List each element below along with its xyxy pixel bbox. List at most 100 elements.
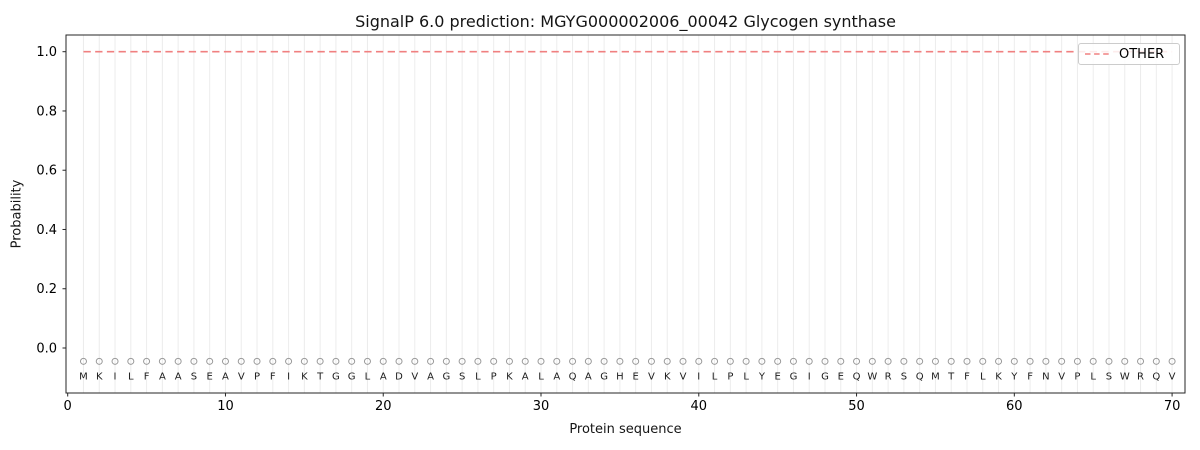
residue-marker [726,357,734,365]
residue-marker [947,357,955,365]
sequence-letter: G [348,372,356,383]
residue-marker [663,357,671,365]
sequence-letter: E [838,372,844,383]
sequence-letter: F [964,372,970,383]
residue-marker [711,357,719,365]
residue-marker [789,357,797,365]
residue-marker [931,357,939,365]
residue-marker [853,357,861,365]
sequence-letter: A [585,372,592,383]
sequence-letter: E [207,372,213,383]
x-tick-label: 0 [64,399,72,414]
x-tick-label: 70 [1164,399,1181,414]
residue-marker [95,357,103,365]
sequence-letter: G [821,372,829,383]
x-tick-label: 30 [533,399,550,414]
residue-marker [584,357,592,365]
residue-marker [632,357,640,365]
residue-marker [490,357,498,365]
y-tick-label: 1.0 [36,45,57,60]
residue-marker [916,357,924,365]
residue-marker [111,357,119,365]
residue-marker [868,357,876,365]
residue-marker [1058,357,1066,365]
residue-marker [363,357,371,365]
residue-marker [206,357,214,365]
x-tick-label: 50 [848,399,865,414]
residue-marker [1010,357,1018,365]
sequence-letter: I [287,372,290,383]
sequence-letter: Q [569,372,577,383]
sequence-letter: E [633,372,639,383]
sequence-letter: M [931,372,940,383]
residue-marker [269,357,277,365]
sequence-letter: F [144,372,150,383]
sequence-letter: V [411,372,418,383]
sequence-letter: P [1074,372,1080,383]
residue-marker [647,357,655,365]
sequence-letter: A [175,372,182,383]
sequence-letter: G [442,372,450,383]
residue-marker [348,357,356,365]
residue-marker [300,357,308,365]
sequence-letter: I [808,372,811,383]
residue-marker [837,357,845,365]
sequence-letter: D [395,372,403,383]
sequence-letter: A [222,372,229,383]
legend-label-other: OTHER [1119,46,1165,62]
residue-marker [237,357,245,365]
sequence-letter: S [191,372,197,383]
sequence-letter: P [254,372,260,383]
sequence-letter: A [159,372,166,383]
x-tick-label: 20 [375,399,392,414]
sequence-letter: K [506,372,513,383]
y-tick-label: 0.8 [36,104,57,119]
sequence-letter: G [790,372,798,383]
residue-marker [221,357,229,365]
residue-marker [158,357,166,365]
residue-marker [1168,357,1176,365]
sequence-letter: I [114,372,117,383]
residue-marker [1121,357,1129,365]
sequence-letter: R [1137,372,1144,383]
residue-marker [411,357,419,365]
residue-marker [442,357,450,365]
sequence-letter: P [491,372,497,383]
sequence-letter: Q [916,372,924,383]
y-axis-label: Probability [9,179,25,249]
sequence-letter: L [743,372,749,383]
residue-marker [995,357,1003,365]
plot-border [65,34,1186,394]
residue-marker [1137,357,1145,365]
residue-marker [1026,357,1034,365]
residue-marker [774,357,782,365]
residue-marker [521,357,529,365]
residue-marker [600,357,608,365]
residue-marker [963,357,971,365]
sequence-letter: G [332,372,340,383]
residue-marker [553,357,561,365]
sequence-letter: Y [758,372,766,383]
sequence-letter: A [427,372,434,383]
sequence-letter: W [1120,372,1130,383]
residue-marker [253,357,261,365]
residue-marker [190,357,198,365]
sequence-letter: V [648,372,655,383]
sequence-letter: N [1042,372,1049,383]
residue-marker [537,357,545,365]
y-tick-label: 0.6 [36,164,57,179]
sequence-letter: H [616,372,624,383]
sequence-letter: Q [1152,372,1160,383]
sequence-letter: K [664,372,671,383]
residue-marker [474,357,482,365]
residue-marker [979,357,987,365]
residue-marker [679,357,687,365]
sequence-letter: F [270,372,276,383]
sequence-letter: L [365,372,371,383]
residue-marker [616,357,624,365]
sequence-letter: V [680,372,687,383]
residue-marker [127,357,135,365]
sequence-letter: E [775,372,781,383]
sequence-letter: S [901,372,907,383]
